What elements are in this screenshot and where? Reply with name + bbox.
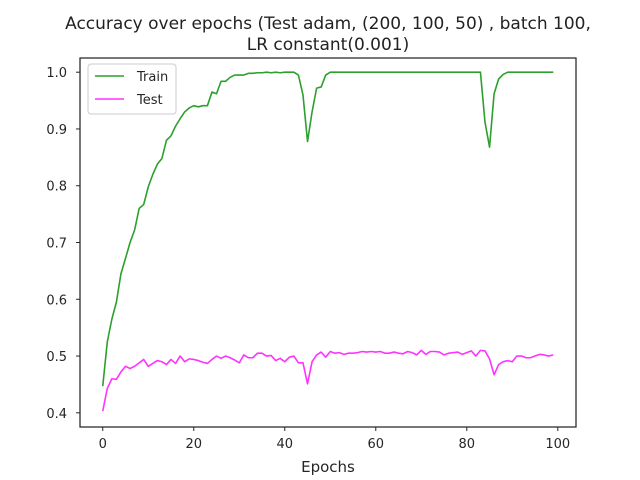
y-tick-label: 0.4 <box>46 407 67 422</box>
y-tick-label: 0.8 <box>46 180 67 195</box>
x-tick-label: 60 <box>368 437 385 452</box>
x-tick-label: 80 <box>459 437 476 452</box>
series-line-train <box>101 71 554 387</box>
y-tick-label: 1.0 <box>46 66 67 81</box>
x-tick-label: 0 <box>99 437 107 452</box>
chart-title-line-1: Accuracy over epochs (Test adam, (200, 1… <box>65 14 591 34</box>
x-tick-label: 20 <box>185 437 202 452</box>
y-tick-label: 0.5 <box>46 350 67 365</box>
x-tick-label: 100 <box>545 437 570 452</box>
chart-title-line-2: LR constant(0.001) <box>247 35 410 55</box>
y-tick-label: 0.9 <box>46 123 67 138</box>
series-line-test <box>101 349 554 412</box>
legend-label-train: Train <box>136 70 168 85</box>
x-axis-ticks: 0 20 40 60 80 100 <box>99 427 570 452</box>
x-tick-label: 40 <box>276 437 293 452</box>
series-layer <box>101 71 554 412</box>
legend: Train Test <box>87 63 177 115</box>
legend-label-test: Test <box>136 93 163 108</box>
y-axis-ticks: 0.4 0.5 0.6 0.7 0.8 0.9 1.0 <box>46 66 80 422</box>
y-tick-label: 0.6 <box>46 293 67 308</box>
x-axis-label: Epochs <box>301 458 355 476</box>
plot-background <box>80 58 576 427</box>
y-tick-label: 0.7 <box>46 237 67 252</box>
plot-area <box>79 57 577 428</box>
